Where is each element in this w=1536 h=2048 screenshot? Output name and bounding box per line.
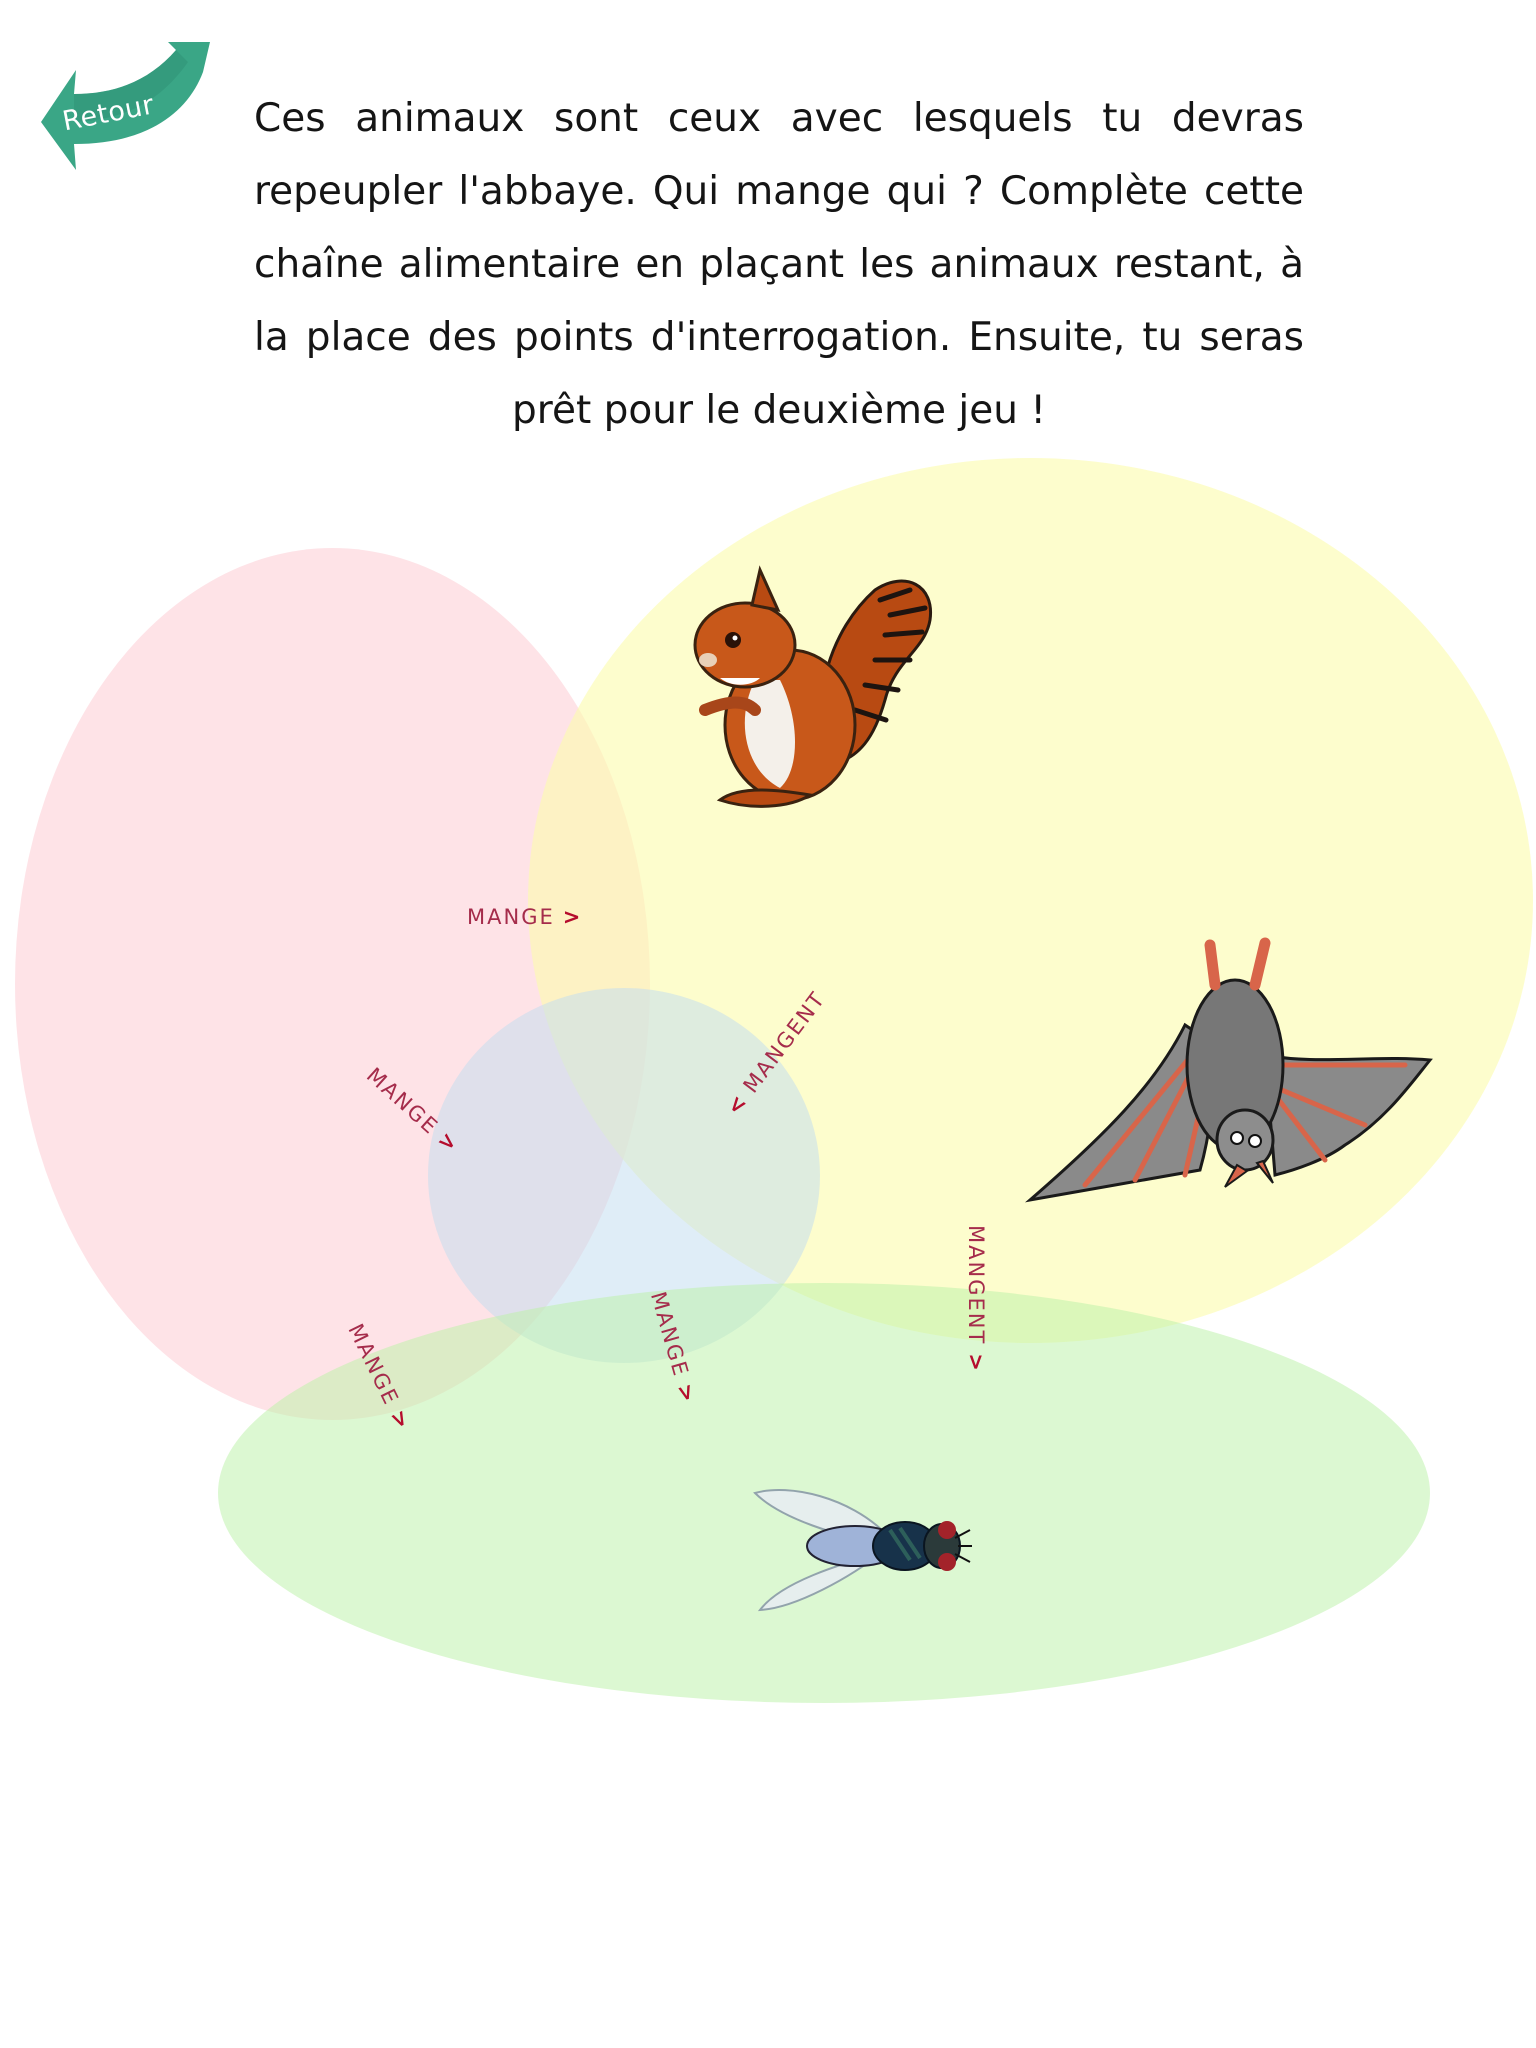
squirrel-image[interactable]: [660, 560, 945, 820]
back-button[interactable]: Retour: [38, 42, 216, 182]
relation-label: MANGE >: [467, 905, 582, 929]
relation-text: MANGENT: [964, 1225, 988, 1346]
green-zone: [218, 1283, 1430, 1703]
bat-image[interactable]: [1024, 935, 1435, 1205]
instructions-text: Ces animaux sont ceux avec lesquels tu d…: [254, 96, 1304, 433]
relation-arrow: >: [562, 905, 583, 929]
relation-text: MANGE: [467, 905, 555, 929]
relation-arrow: >: [964, 1353, 988, 1373]
curved-left-arrow-icon: [41, 42, 210, 170]
fly-image[interactable]: [750, 1478, 975, 1618]
relation-label: MANGENT >: [964, 1225, 988, 1373]
